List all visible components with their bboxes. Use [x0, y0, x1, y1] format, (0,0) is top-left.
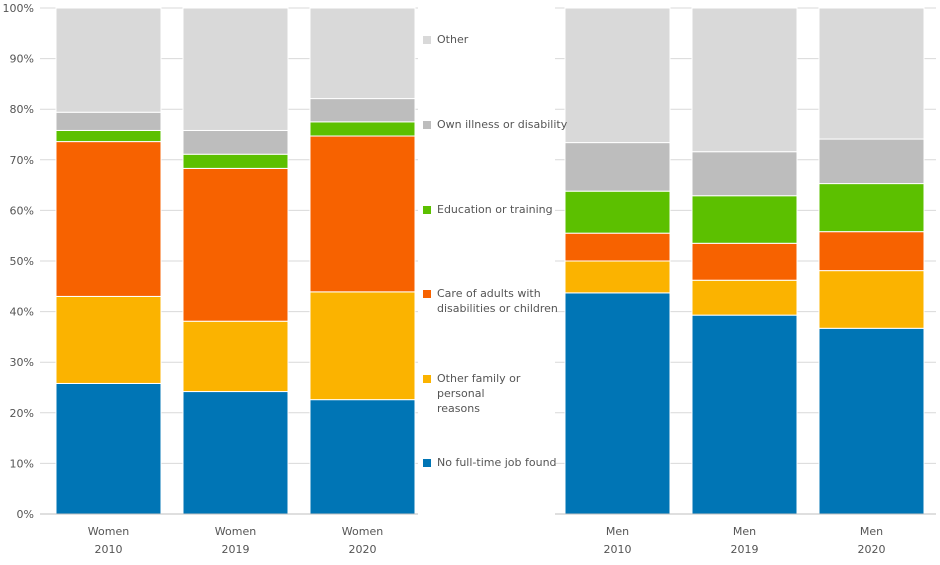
- bar-segment: [309, 399, 416, 515]
- x-category-label: Women: [88, 525, 129, 538]
- legend-swatch: [423, 121, 431, 129]
- legend-swatch: [423, 36, 431, 44]
- bar-segment: [691, 7, 798, 153]
- bar-segment: [309, 291, 416, 401]
- bar-segment: [691, 242, 798, 281]
- bar-segment: [55, 382, 162, 515]
- bar-segment: [818, 231, 925, 272]
- legend-label: Other: [437, 32, 468, 47]
- bar-segment: [818, 138, 925, 185]
- bar-segment: [564, 260, 671, 294]
- legend-label-line: reasons: [437, 402, 480, 415]
- legend-label-line: Other: [437, 33, 469, 46]
- bar-segment: [309, 98, 416, 123]
- bar-segment: [818, 7, 925, 140]
- legend-item: Other: [423, 32, 568, 47]
- y-tick-label: 100%: [3, 2, 34, 15]
- legend: Other Own illness or disability Education …: [423, 0, 568, 520]
- y-tick-label: 60%: [10, 204, 34, 217]
- legend-label-line: Care of adults with: [437, 287, 541, 300]
- bar-segment: [182, 153, 289, 169]
- y-tick-label: 20%: [10, 407, 34, 420]
- bar-segment: [55, 141, 162, 297]
- y-tick-label: 0%: [17, 508, 34, 521]
- bar-segment: [818, 270, 925, 329]
- bar-segment: [691, 314, 798, 515]
- y-tick-label: 80%: [10, 103, 34, 116]
- bar-segment: [55, 7, 162, 113]
- legend-label-line: Other family or personal: [437, 372, 521, 400]
- y-tick-label: 70%: [10, 154, 34, 167]
- legend-item: Care of adults with disabilities or child…: [423, 286, 568, 316]
- legend-label: Education or training: [437, 202, 553, 217]
- bar-segment: [55, 111, 162, 131]
- bar-segment: [818, 327, 925, 515]
- x-category-label: Men: [733, 525, 756, 538]
- legend-label: Other family or personal reasons: [437, 371, 568, 416]
- x-category-label: Women: [215, 525, 256, 538]
- x-category-year: 2010: [604, 543, 632, 556]
- y-tick-label: 40%: [10, 306, 34, 319]
- x-category-year: 2020: [858, 543, 886, 556]
- bar-segment: [564, 7, 671, 144]
- x-category-label: Men: [606, 525, 629, 538]
- legend-label: Care of adults with disabilities or child…: [437, 286, 558, 316]
- bar-segment: [182, 7, 289, 131]
- legend-swatch: [423, 375, 431, 383]
- legend-item: Other family or personal reasons: [423, 371, 568, 416]
- bar-segment: [55, 129, 162, 143]
- bar-segment: [691, 279, 798, 316]
- bar-segment: [564, 292, 671, 515]
- y-tick-label: 10%: [10, 457, 34, 470]
- x-category-year: 2019: [222, 543, 250, 556]
- bar-segment: [818, 183, 925, 233]
- legend-label-line: Own illness or disability: [437, 118, 568, 131]
- legend-label: No full-time job found: [437, 455, 557, 470]
- bar-segment: [691, 151, 798, 197]
- legend-label-line: Education or training: [437, 203, 553, 216]
- bar-segment: [55, 295, 162, 384]
- bar-segment: [309, 7, 416, 100]
- x-category-year: 2020: [349, 543, 377, 556]
- legend-item: No full-time job found: [423, 455, 568, 470]
- legend-item: Education or training: [423, 202, 568, 217]
- y-tick-label: 50%: [10, 255, 34, 268]
- bar-segment: [182, 167, 289, 322]
- x-category-year: 2010: [95, 543, 123, 556]
- x-category-label: Men: [860, 525, 883, 538]
- bar-segment: [182, 129, 289, 155]
- bar-segment: [691, 195, 798, 244]
- bar-segment: [564, 190, 671, 234]
- legend-label-line: disabilities or children: [437, 302, 558, 315]
- x-category-year: 2019: [731, 543, 759, 556]
- y-tick-label: 30%: [10, 356, 34, 369]
- bar-segment: [564, 142, 671, 192]
- bar-segment: [182, 391, 289, 515]
- bar-segment: [564, 232, 671, 262]
- legend-swatch: [423, 206, 431, 214]
- legend-item: Own illness or disability: [423, 117, 568, 132]
- legend-swatch: [423, 290, 431, 298]
- legend-swatch: [423, 459, 431, 467]
- y-tick-label: 90%: [10, 53, 34, 66]
- bar-segment: [182, 320, 289, 393]
- legend-label-line: No full-time job found: [437, 456, 557, 469]
- legend-label: Own illness or disability: [437, 117, 567, 132]
- bar-segment: [309, 121, 416, 137]
- bar-segment: [309, 135, 416, 293]
- x-category-label: Women: [342, 525, 383, 538]
